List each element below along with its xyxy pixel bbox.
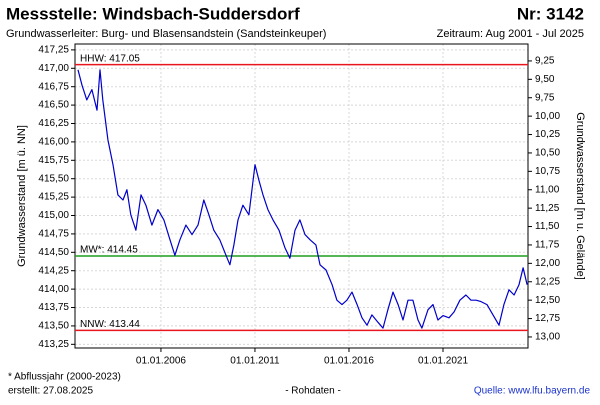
y-tick-label: 416,50 [38,100,69,111]
period: Zeitraum: Aug 2001 - Jul 2025 [437,28,584,40]
y-tick-label: 415,25 [38,192,69,203]
chart-title: Messstelle: Windsbach-Suddersdorf [6,4,300,23]
y2-tick-label: 10,25 [535,129,560,140]
source-link[interactable]: Quelle: www.lfu.bayern.de [474,386,591,397]
y-axis-label: Grundwasserstand [m ü. NN] [16,125,28,267]
x-tick-label: 01.01.2016 [324,356,374,367]
y2-tick-label: 9,50 [535,74,555,85]
y2-tick-label: 12,50 [535,295,560,306]
y2-tick-label: 10,00 [535,111,560,122]
footnote: * Abflussjahr (2000-2023) [8,372,121,383]
data-line [77,69,528,329]
y2-tick-label: 11,75 [535,240,560,251]
y2-tick-label: 10,75 [535,166,560,177]
created-date: erstellt: 27.08.2025 [8,386,93,397]
y-tick-label: 417,25 [38,45,69,56]
subtitle: Grundwasserleiter: Burg- und Blasensands… [6,28,326,40]
reference-label: MW*: 414.45 [80,245,138,256]
x-tick-label: 01.01.2006 [136,356,186,367]
y-tick-label: 414,00 [38,284,69,295]
y-tick-label: 415,75 [38,155,69,166]
y-tick-label: 414,75 [38,229,69,240]
x-tick-label: 01.01.2021 [418,356,468,367]
y-tick-label: 416,25 [38,118,69,129]
y-tick-label: 415,00 [38,210,69,221]
y2-tick-label: 9,25 [535,56,555,67]
y2-tick-label: 11,50 [535,221,560,232]
y-tick-label: 417,00 [38,63,69,74]
y-tick-label: 413,75 [38,302,69,313]
y2-tick-label: 12,00 [535,258,560,269]
y-tick-label: 413,50 [38,321,69,332]
reference-label: NNW: 413.44 [80,319,140,330]
y-tick-label: 413,25 [38,339,69,350]
y-tick-label: 416,00 [38,137,69,148]
y2-tick-label: 13,00 [535,332,560,343]
y-tick-label: 416,75 [38,81,69,92]
data-note: - Rohdaten - [285,386,341,397]
y-tick-label: 414,50 [38,247,69,258]
y2-tick-label: 11,25 [535,203,560,214]
y2-axis-label: Grundwasserstand [m u. Gelände] [574,112,586,280]
plot-frame [74,43,529,349]
y-tick-label: 415,50 [38,173,69,184]
y-tick-label: 414,25 [38,265,69,276]
y2-tick-label: 11,00 [535,184,560,195]
y2-tick-label: 12,75 [535,313,560,324]
reference-label: HHW: 417.05 [80,53,140,64]
y2-tick-label: 9,75 [535,92,555,103]
x-tick-label: 01.01.2011 [230,356,280,367]
y2-tick-label: 10,50 [535,148,560,159]
station-number: Nr: 3142 [517,4,584,23]
y2-tick-label: 12,25 [535,276,560,287]
